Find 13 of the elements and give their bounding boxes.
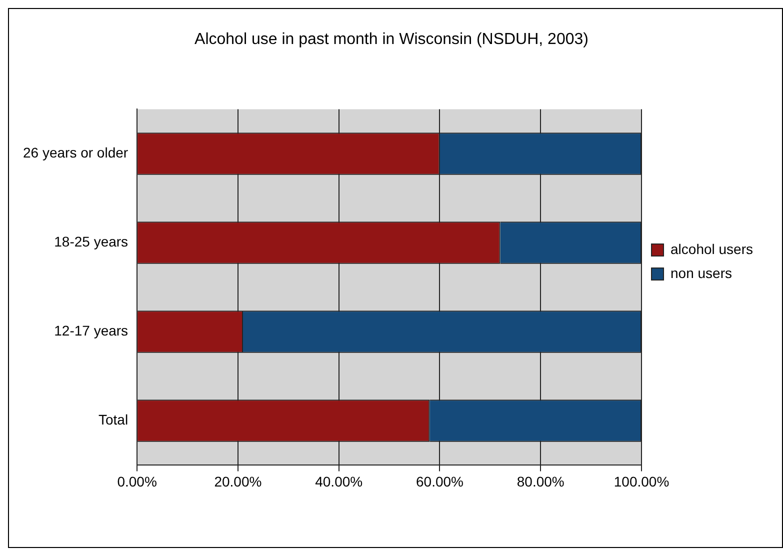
legend-label: non users [670,264,732,281]
x-tick-label: 80.00% [516,473,564,490]
x-tick-label: 100.00% [614,473,670,490]
x-tick-label: 60.00% [416,473,464,490]
x-tick-label: 20.00% [214,473,262,490]
legend-label: alcohol users [670,240,754,257]
y-tick-label: Total [98,412,128,428]
x-tick-label: 40.00% [315,473,363,490]
x-tick-label: 0.00% [117,473,157,490]
y-tick-label: 26 years or older [22,144,128,161]
y-tick-label: 12-17 years [54,322,128,339]
y-tick-label: 18-25 years [54,234,128,250]
chart-title: Alcohol use in past month in Wisconsin (NSDUH, 2003) [194,31,588,48]
